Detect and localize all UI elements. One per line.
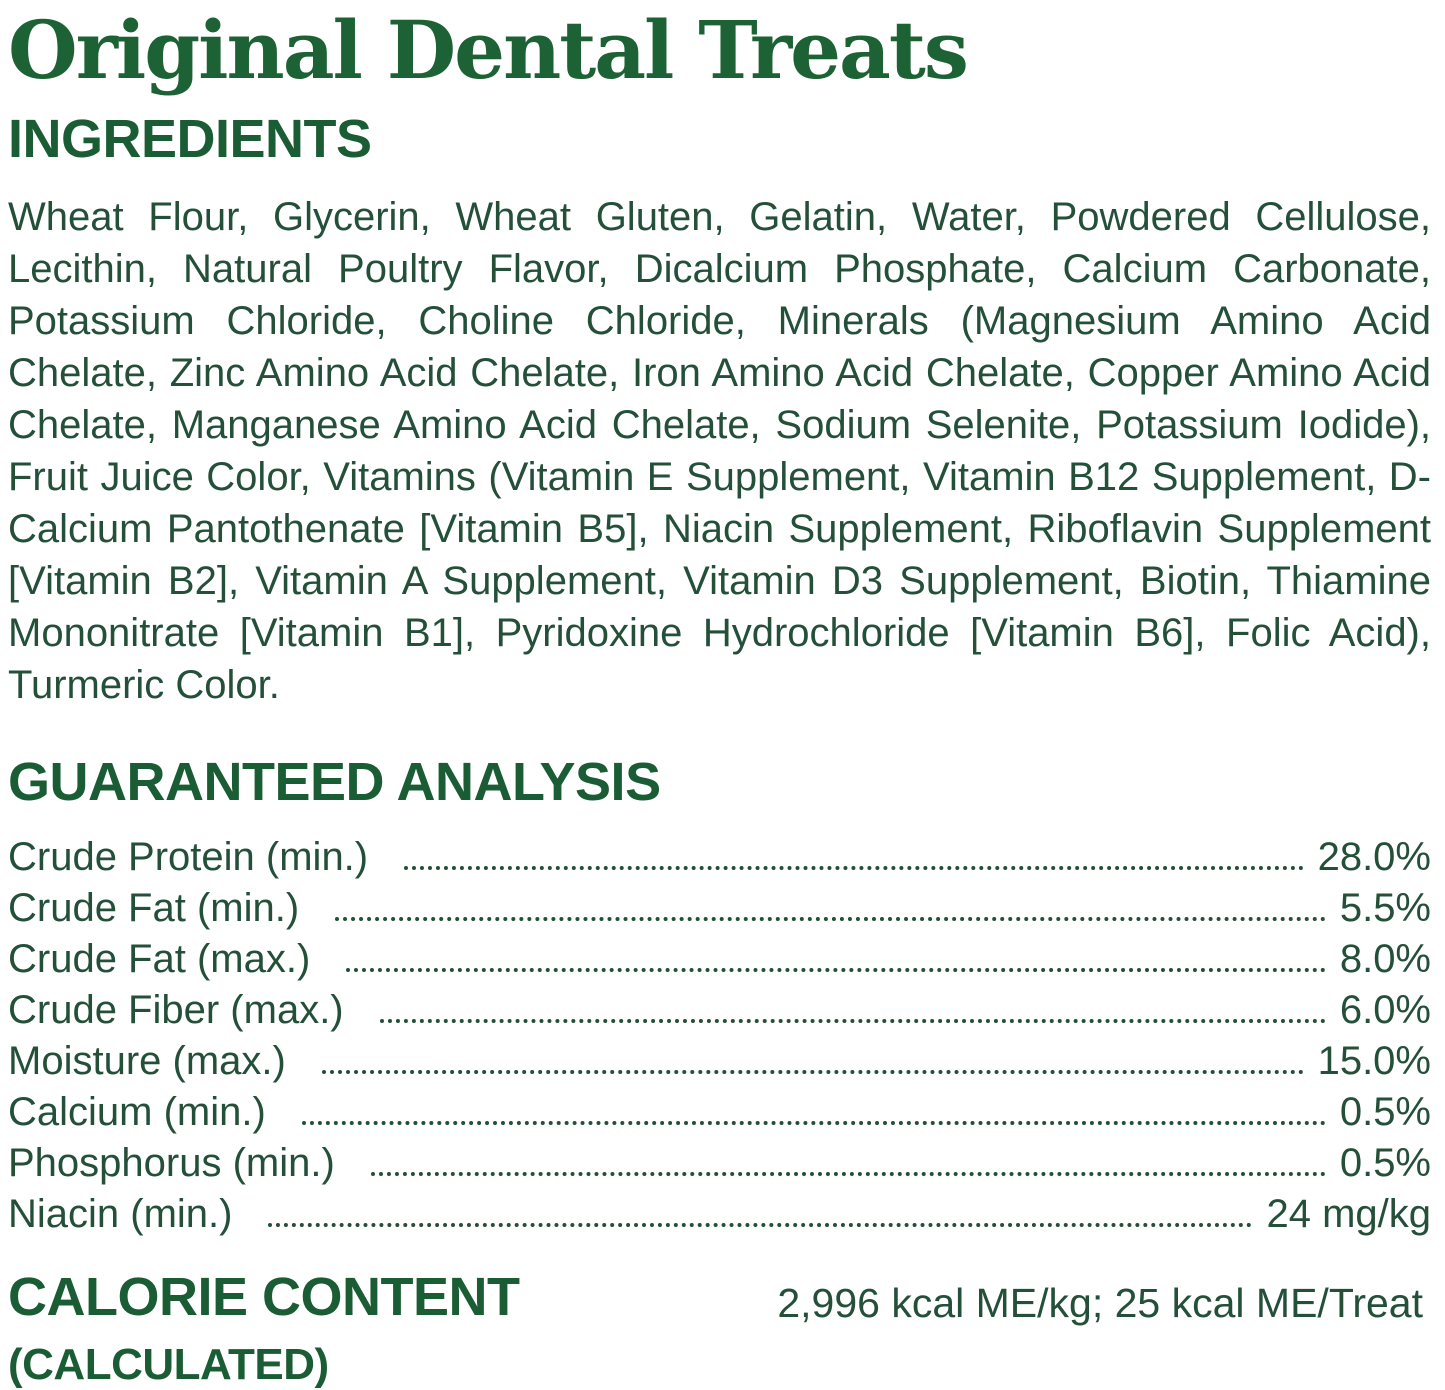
analysis-row-label: Crude Protein (min.) (8, 835, 369, 880)
dotted-leader (321, 1070, 1304, 1075)
analysis-row-label: Phosphorus (min.) (8, 1141, 335, 1186)
analysis-row-value: 6.0% (1339, 988, 1431, 1033)
analysis-row: Crude Fiber (max.) 6.0% (8, 985, 1431, 1036)
analysis-row: Crude Fat (max.) 8.0% (8, 934, 1431, 985)
product-title: Original Dental Treats (8, 3, 969, 97)
analysis-row-value: 28.0% (1317, 835, 1431, 880)
ingredients-heading: INGREDIENTS (8, 108, 372, 169)
analysis-row-value: 8.0% (1339, 937, 1431, 982)
dotted-leader (301, 1121, 1326, 1126)
guaranteed-analysis-table: Crude Protein (min.) 28.0% Crude Fat (mi… (8, 832, 1431, 1240)
analysis-row-label: Moisture (max.) (8, 1039, 286, 1084)
calorie-content-heading: CALORIE CONTENT (8, 1267, 520, 1328)
dotted-leader (335, 917, 1326, 922)
guaranteed-analysis-heading: GUARANTEED ANALYSIS (8, 751, 661, 812)
analysis-row-value: 0.5% (1339, 1141, 1431, 1186)
analysis-row-label: Calcium (min.) (8, 1090, 266, 1135)
analysis-row-value: 5.5% (1339, 886, 1431, 931)
analysis-row-value: 0.5% (1339, 1090, 1431, 1135)
calorie-headings: CALORIE CONTENT (CALCULATED) (8, 1266, 520, 1390)
analysis-row-label: Crude Fiber (max.) (8, 988, 344, 1033)
dotted-leader (268, 1223, 1253, 1228)
analysis-row-value: 24 mg/kg (1266, 1192, 1431, 1237)
analysis-row: Crude Fat (min.) 5.5% (8, 883, 1431, 934)
analysis-row: Crude Protein (min.) 28.0% (8, 832, 1431, 883)
calorie-content-section: CALORIE CONTENT (CALCULATED) 2,996 kcal … (8, 1266, 1431, 1390)
analysis-row: Moisture (max.) 15.0% (8, 1036, 1431, 1087)
calorie-content-value: 2,996 kcal ME/kg; 25 kcal ME/Treat (777, 1280, 1423, 1327)
dotted-leader (379, 1019, 1326, 1024)
calorie-calculated-subheading: (CALCULATED) (8, 1340, 329, 1390)
analysis-row-label: Crude Fat (min.) (8, 886, 300, 931)
analysis-row: Niacin (min.) 24 mg/kg (8, 1189, 1431, 1240)
analysis-row: Calcium (min.) 0.5% (8, 1087, 1431, 1138)
dotted-leader (370, 1172, 1326, 1177)
analysis-row-label: Niacin (min.) (8, 1192, 233, 1237)
analysis-row-label: Crude Fat (max.) (8, 937, 311, 982)
dotted-leader (404, 866, 1304, 871)
analysis-row: Phosphorus (min.) 0.5% (8, 1138, 1431, 1189)
analysis-row-value: 15.0% (1317, 1039, 1431, 1084)
ingredients-text: Wheat Flour, Glycerin, Wheat Gluten, Gel… (8, 194, 1431, 707)
dotted-leader (346, 968, 1326, 973)
